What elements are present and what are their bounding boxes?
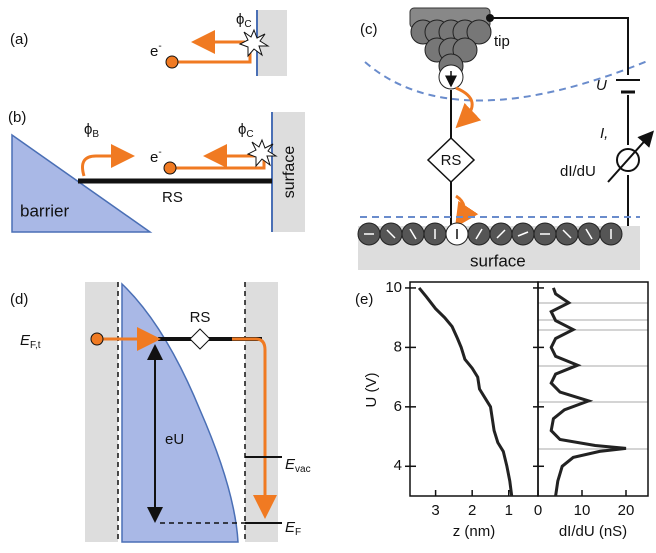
panel-label: (e) bbox=[355, 291, 373, 308]
bias-label: eU bbox=[165, 431, 184, 448]
tunnel-arrow bbox=[456, 88, 472, 122]
data-line bbox=[551, 288, 626, 496]
sub: C bbox=[244, 19, 251, 30]
e: e bbox=[150, 149, 158, 166]
electron bbox=[166, 56, 178, 68]
x-tick-label: 2 bbox=[468, 502, 476, 519]
panel-label: (d) bbox=[10, 291, 28, 308]
x-tick-label: 20 bbox=[618, 502, 635, 519]
phi: ϕ bbox=[84, 121, 92, 138]
y-tick-label: 10 bbox=[385, 279, 402, 296]
y-tick-label: 6 bbox=[394, 398, 402, 415]
electron-path bbox=[170, 156, 264, 168]
electron bbox=[91, 333, 103, 345]
sub: C bbox=[246, 129, 253, 140]
dashed-arc bbox=[365, 60, 650, 101]
plot-frame bbox=[410, 282, 538, 496]
surface-label: surface bbox=[281, 146, 298, 199]
phi: ϕ bbox=[236, 11, 244, 28]
x-axis-label: z (nm) bbox=[453, 523, 496, 540]
electron bbox=[164, 162, 176, 174]
x-tick-label: 3 bbox=[431, 502, 439, 519]
sub: B bbox=[92, 129, 99, 140]
tip-block bbox=[85, 282, 118, 542]
barrier-label: barrier bbox=[20, 201, 69, 220]
phi-c: ϕC bbox=[238, 121, 254, 140]
tip-label: tip bbox=[494, 33, 510, 50]
barrier-shape bbox=[122, 284, 238, 542]
electron-label: e- bbox=[150, 41, 162, 60]
sup: - bbox=[158, 41, 161, 52]
x-tick-label: 1 bbox=[505, 502, 513, 519]
plot-frame bbox=[538, 282, 648, 496]
barrier-arrow bbox=[83, 156, 127, 176]
fermi-tip-label: EF,t bbox=[20, 332, 41, 351]
sub: F bbox=[295, 527, 301, 538]
sup: - bbox=[158, 147, 161, 158]
phi-b: ϕB bbox=[84, 121, 99, 140]
rs-label: RS bbox=[190, 309, 211, 326]
fermi-label: EF bbox=[285, 519, 301, 538]
figure: (a) e- ϕC (b) e- ϕB ϕC RS barrier surfac… bbox=[0, 0, 656, 548]
vacuum-label: Evac bbox=[285, 456, 311, 475]
e: e bbox=[150, 43, 158, 60]
panel-label: (c) bbox=[360, 21, 378, 38]
conductance-label: dI/dU bbox=[560, 163, 596, 180]
y-axis-label: U (V) bbox=[363, 373, 380, 408]
sub: vac bbox=[295, 464, 311, 475]
x-tick-label: 0 bbox=[534, 502, 542, 519]
surface-label: surface bbox=[470, 251, 526, 270]
phi-c: ϕC bbox=[236, 11, 252, 30]
rs-label: RS bbox=[162, 189, 183, 206]
panel-label: (b) bbox=[8, 109, 26, 126]
x-tick-label: 10 bbox=[574, 502, 591, 519]
rs-diamond bbox=[190, 329, 210, 349]
y-tick-label: 4 bbox=[394, 457, 402, 474]
voltage-label: U bbox=[596, 77, 607, 94]
node bbox=[486, 14, 494, 22]
electron-label: e- bbox=[150, 147, 162, 166]
current-label: I, bbox=[600, 125, 608, 142]
phi: ϕ bbox=[238, 121, 246, 138]
panel-label: (a) bbox=[10, 31, 28, 48]
surface-block bbox=[245, 282, 278, 542]
rs-label: RS bbox=[441, 152, 462, 169]
sub: F,t bbox=[30, 340, 41, 351]
electron-path bbox=[172, 46, 250, 62]
data-line bbox=[419, 288, 512, 496]
y-tick-label: 8 bbox=[394, 338, 402, 355]
x-axis-label: dI/dU (nS) bbox=[559, 523, 627, 540]
